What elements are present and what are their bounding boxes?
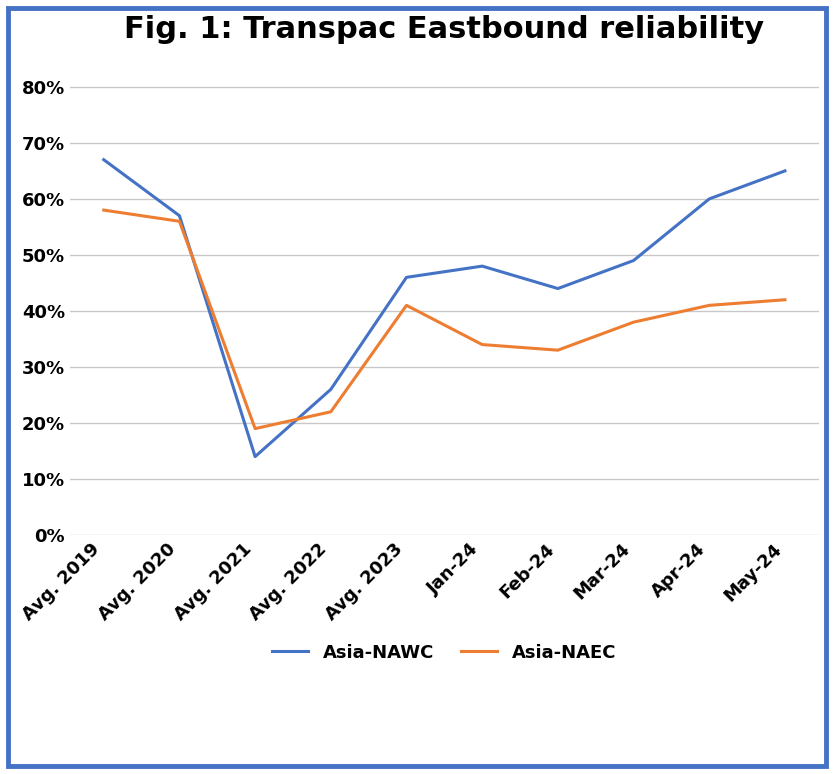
Legend: Asia-NAWC, Asia-NAEC: Asia-NAWC, Asia-NAEC [265,636,624,669]
Asia-NAEC [401,301,411,310]
Asia-NAEC [704,301,714,310]
Asia-NAWC [629,256,639,265]
Asia-NAWC [174,211,184,221]
Asia-NAEC [326,407,336,416]
Asia-NAEC [780,295,790,304]
Asia-NAWC [477,262,487,271]
Title: Fig. 1: Transpac Eastbound reliability: Fig. 1: Transpac Eastbound reliability [124,15,765,44]
Asia-NAEC [174,217,184,226]
Asia-NAWC [250,452,260,461]
Asia-NAWC [326,385,336,394]
Asia-NAEC [477,340,487,349]
Line: Asia-NAWC: Asia-NAWC [103,159,785,457]
Asia-NAWC [98,155,108,164]
Asia-NAWC [401,272,411,282]
Asia-NAWC [780,166,790,176]
Asia-NAEC [629,317,639,327]
Asia-NAEC [250,424,260,433]
Asia-NAWC [704,194,714,204]
Asia-NAEC [98,205,108,214]
Asia-NAEC [553,345,563,354]
Asia-NAWC [553,284,563,293]
Line: Asia-NAEC: Asia-NAEC [103,210,785,429]
